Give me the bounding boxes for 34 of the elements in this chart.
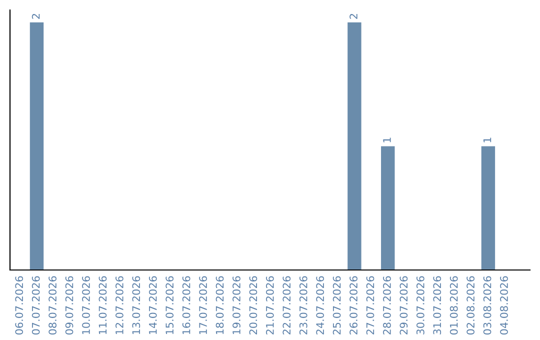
x-tick-label: 21.07.2026 <box>266 276 274 334</box>
x-tick-label: 06.07.2026 <box>15 276 24 335</box>
x-tick-label: 02.08.2026 <box>466 276 474 335</box>
x-tick-label: 31.07.2026 <box>433 276 442 334</box>
x-tick-label: 14.07.2026 <box>148 276 157 334</box>
x-tick-label: 01.08.2026 <box>450 276 458 335</box>
x-tick-label: 16.07.2026 <box>182 276 190 334</box>
x-tick-label: 03.08.2026 <box>483 276 492 335</box>
x-tick-label: 26.07.2026 <box>350 276 358 334</box>
x-tick-label: 17.07.2026 <box>199 276 207 334</box>
data-label: 1 <box>383 138 391 142</box>
data-label: 2 <box>350 14 358 19</box>
x-tick-label: 04.08.2026 <box>500 276 508 335</box>
data-label: 2 <box>32 14 40 19</box>
x-tick-label: 15.07.2026 <box>166 276 174 334</box>
x-tick-label: 20.07.2026 <box>249 276 258 334</box>
x-tick-label: 25.07.2026 <box>332 276 341 334</box>
x-tick-label: 29.07.2026 <box>400 276 408 334</box>
x-tick-label: 24.07.2026 <box>316 276 324 334</box>
x-tick-label: 09.07.2026 <box>65 276 74 335</box>
x-tick-label: 11.07.2026 <box>98 276 107 334</box>
x-tick-label: 08.07.2026 <box>48 276 56 335</box>
x-tick-label: 13.07.2026 <box>132 276 140 334</box>
x-tick-label: 19.07.2026 <box>232 276 240 334</box>
x-tick-label: 12.07.2026 <box>115 276 124 334</box>
x-tick-label: 07.07.2026 <box>32 276 40 335</box>
x-tick-label: 18.07.2026 <box>216 276 224 334</box>
x-tick-label: 30.07.2026 <box>416 276 424 334</box>
x-tick-label: 28.07.2026 <box>383 276 391 334</box>
x-tick-label: 27.07.2026 <box>366 276 374 334</box>
data-label: 1 <box>483 138 492 142</box>
x-tick-label: 10.07.2026 <box>82 276 90 334</box>
x-tick-label: 23.07.2026 <box>299 276 308 334</box>
x-tick-label: 22.07.2026 <box>282 276 291 334</box>
